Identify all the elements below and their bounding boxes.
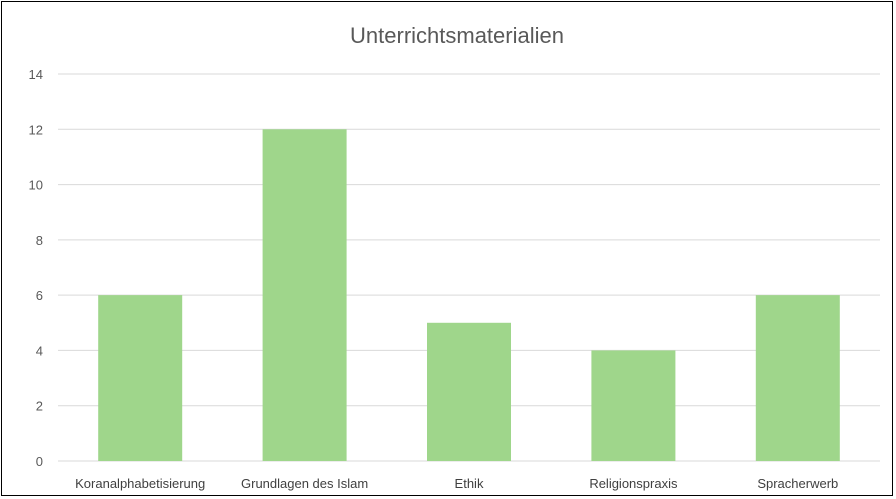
y-axis-ticks: 0 2 4 6 8 10 12 14	[29, 67, 43, 469]
bar	[98, 295, 182, 461]
x-category-label: Ethik	[455, 476, 484, 491]
x-category-label: Koranalphabetisierung	[75, 476, 205, 491]
y-tick-label: 2	[36, 399, 43, 414]
x-category-label: Spracherwerb	[757, 476, 838, 491]
bar	[263, 129, 347, 461]
y-tick-label: 8	[36, 233, 43, 248]
y-tick-label: 6	[36, 288, 43, 303]
y-tick-label: 4	[36, 343, 43, 358]
x-axis-categories: Koranalphabetisierung Grundlagen des Isla…	[75, 476, 838, 491]
y-tick-label: 10	[29, 178, 43, 193]
chart-title: Unterrichtsmaterialien	[350, 23, 564, 48]
bar	[591, 350, 675, 461]
y-tick-label: 12	[29, 122, 43, 137]
x-category-label: Religionspraxis	[589, 476, 678, 491]
bar	[756, 295, 840, 461]
bar	[427, 323, 511, 461]
y-tick-label: 14	[29, 67, 43, 82]
y-tick-label: 0	[36, 454, 43, 469]
x-category-label: Grundlagen des Islam	[241, 476, 368, 491]
